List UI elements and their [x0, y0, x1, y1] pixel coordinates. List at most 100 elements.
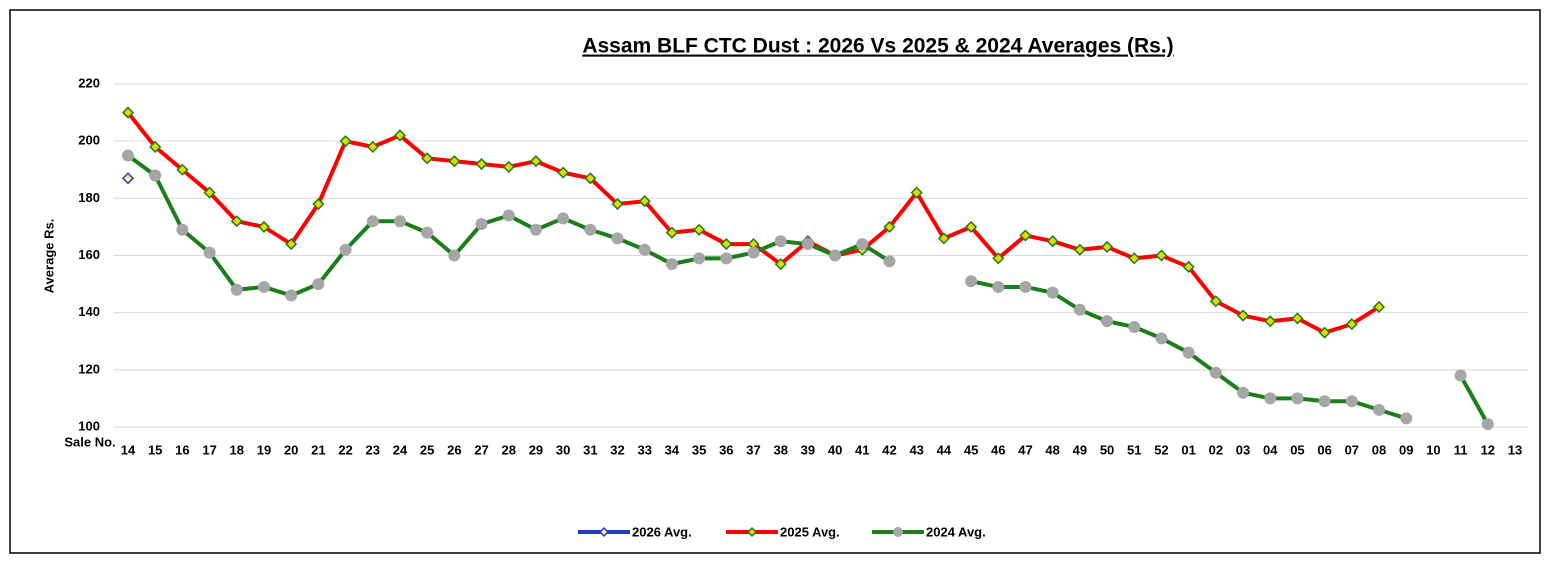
- data-point: [475, 157, 488, 171]
- data-point: [1291, 312, 1304, 325]
- data-point: [176, 223, 189, 236]
- data-point: [883, 220, 896, 233]
- data-point: [1182, 346, 1195, 359]
- data-point: [257, 220, 271, 233]
- data-point: [774, 235, 787, 248]
- data-point: [992, 252, 1005, 265]
- data-point: [257, 280, 270, 293]
- x-tick-label: 52: [1154, 442, 1168, 457]
- y-tick-label: 200: [78, 133, 100, 148]
- x-tick-label: 28: [502, 442, 516, 457]
- data-point: [937, 232, 950, 245]
- data-point: [529, 155, 543, 168]
- x-tick-label: 24: [393, 442, 408, 457]
- data-point: [910, 186, 923, 199]
- x-tick-label: 27: [474, 442, 488, 457]
- data-point: [1128, 320, 1141, 333]
- x-tick-label: 31: [583, 442, 597, 457]
- data-point: [1046, 235, 1059, 248]
- legend-label: 2024 Avg.: [926, 524, 986, 539]
- data-point: [1454, 369, 1467, 382]
- x-tick-label: 21: [311, 442, 325, 457]
- x-tick-label: 36: [719, 442, 733, 457]
- x-tick-label: 04: [1263, 442, 1278, 457]
- legend-label: 2025 Avg.: [780, 524, 840, 539]
- data-point: [1101, 315, 1114, 328]
- x-tick-label: 50: [1100, 442, 1114, 457]
- x-tick-label: 32: [610, 442, 624, 457]
- x-axis-label: Sale No.: [64, 434, 115, 449]
- y-tick-label: 100: [78, 418, 100, 433]
- x-tick-label: 20: [284, 442, 298, 457]
- x-tick-label: 13: [1508, 442, 1522, 457]
- data-point: [1019, 280, 1032, 293]
- data-point: [965, 275, 978, 288]
- data-point: [1345, 318, 1358, 331]
- data-point: [1100, 240, 1114, 253]
- x-tick-label: 42: [882, 442, 896, 457]
- data-point: [393, 129, 407, 142]
- data-point: [121, 106, 135, 119]
- data-point: [1318, 395, 1331, 408]
- x-tick-label: 18: [230, 442, 244, 457]
- legend-marker: [746, 526, 758, 538]
- x-tick-label: 43: [909, 442, 923, 457]
- data-point: [638, 195, 651, 208]
- data-point: [965, 220, 978, 233]
- data-point: [693, 223, 706, 236]
- data-point: [557, 212, 570, 225]
- data-point: [774, 258, 787, 271]
- x-tick-label: 44: [937, 442, 952, 457]
- x-tick-label: 33: [637, 442, 651, 457]
- x-tick-label: 22: [338, 442, 352, 457]
- data-point: [1182, 260, 1195, 273]
- x-tick-label: 05: [1290, 442, 1304, 457]
- data-point: [1046, 286, 1059, 299]
- data-point: [1236, 309, 1250, 322]
- data-point: [1155, 249, 1168, 262]
- data-point: [122, 149, 134, 162]
- data-point: [121, 172, 135, 185]
- y-axis-label: Average Rs.: [41, 219, 56, 294]
- data-point: [502, 209, 515, 222]
- data-point: [829, 249, 842, 262]
- data-point: [421, 152, 434, 165]
- data-point: [1400, 412, 1413, 425]
- data-point: [557, 166, 570, 179]
- data-point: [339, 135, 352, 148]
- data-point: [611, 232, 624, 245]
- y-tick-label: 140: [78, 304, 100, 319]
- data-point: [502, 160, 515, 173]
- data-point: [1237, 386, 1250, 399]
- data-point: [529, 223, 542, 236]
- x-tick-label: 48: [1045, 442, 1059, 457]
- x-tick-label: 41: [855, 442, 869, 457]
- legend-marker: [893, 527, 903, 537]
- data-point: [475, 218, 488, 231]
- x-tick-label: 38: [773, 442, 787, 457]
- x-tick-label: 16: [175, 442, 189, 457]
- data-point: [1209, 366, 1222, 379]
- y-tick-label: 160: [78, 247, 100, 262]
- x-tick-label: 29: [529, 442, 543, 457]
- data-point: [203, 186, 216, 199]
- data-point: [285, 289, 298, 302]
- legend-label: 2026 Avg.: [632, 524, 692, 539]
- x-tick-label: 47: [1018, 442, 1032, 457]
- x-tick-label: 02: [1209, 442, 1223, 457]
- data-point: [1019, 229, 1032, 242]
- data-point: [1209, 295, 1222, 308]
- data-point: [856, 238, 869, 251]
- x-tick-label: 03: [1236, 442, 1250, 457]
- x-tick-label: 14: [121, 442, 136, 457]
- x-tick-label: 35: [692, 442, 706, 457]
- data-point: [638, 243, 651, 256]
- data-point: [1073, 243, 1086, 256]
- data-point: [339, 243, 352, 256]
- y-tick-label: 220: [78, 75, 100, 90]
- data-point: [720, 252, 733, 265]
- x-tick-label: 08: [1372, 442, 1386, 457]
- chart-title: Assam BLF CTC Dust : 2026 Vs 2025 & 2024…: [582, 35, 1173, 58]
- x-tick-label: 11: [1454, 442, 1468, 457]
